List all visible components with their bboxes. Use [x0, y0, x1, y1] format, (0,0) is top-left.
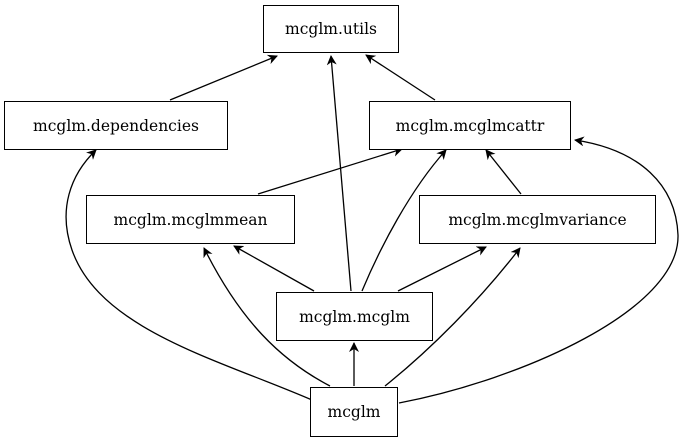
node-mcglm-mcglmmean: mcglm.mcglmmean: [86, 195, 295, 244]
edge-mcglm-to-mcglmcattr: [398, 136, 679, 404]
edge-mcglmmean-to-mcglmcattr: [257, 146, 403, 195]
edge-mcglm-mcglm-to-mcglmcattr: [361, 149, 447, 292]
node-label: mcglm.mcglmcattr: [395, 116, 545, 135]
edge-mcglm-mcglm-to-utils: [326, 55, 352, 292]
edge-mcglmcattr-to-utils: [365, 54, 436, 101]
edge-dependencies-to-utils: [169, 54, 278, 101]
node-mcglm-dependencies: mcglm.dependencies: [4, 101, 228, 150]
node-label: mcglm.mcglm: [299, 307, 410, 326]
edge-mcglm-to-mcglmvariance: [384, 247, 521, 387]
node-mcglm-mcglmcattr: mcglm.mcglmcattr: [369, 101, 571, 150]
node-label: mcglm: [327, 403, 381, 421]
node-label: mcglm.dependencies: [33, 116, 199, 135]
edge-mcglm-mcglm-to-mcglmvariance: [397, 246, 487, 292]
node-mcglm-mcglm: mcglm.mcglm: [276, 292, 433, 341]
node-mcglm-mcglmvariance: mcglm.mcglmvariance: [419, 195, 656, 244]
edge-mcglm-to-dependencies: [65, 149, 313, 401]
edge-mcglmvariance-to-mcglmcattr: [485, 149, 522, 195]
node-label: mcglm.mcglmmean: [113, 210, 268, 229]
node-label: mcglm.utils: [285, 20, 377, 38]
edge-mcglm-mcglm-to-mcglmmean: [233, 245, 315, 292]
node-label: mcglm.mcglmvariance: [448, 210, 627, 229]
node-mcglm-utils: mcglm.utils: [263, 5, 399, 53]
edge-mcglm-to-mcglmmean: [203, 247, 331, 387]
node-mcglm: mcglm: [310, 387, 398, 437]
